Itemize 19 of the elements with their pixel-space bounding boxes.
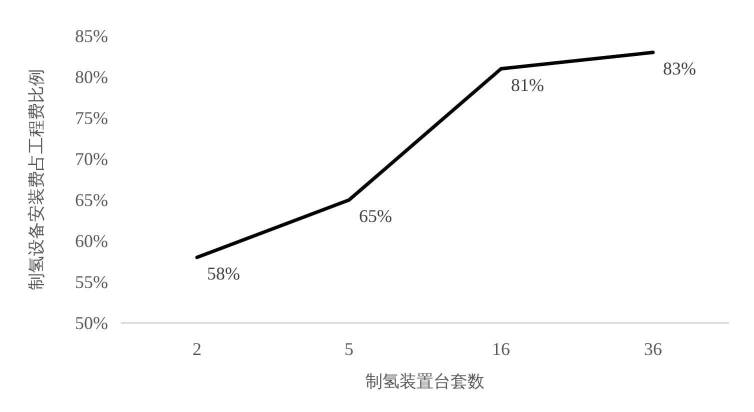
- y-tick-label: 60%: [75, 231, 108, 251]
- data-label: 58%: [207, 263, 240, 284]
- data-label: 65%: [359, 206, 392, 226]
- x-tick-label: 2: [192, 339, 202, 359]
- y-tick-label: 80%: [75, 67, 108, 87]
- x-tick-label: 5: [344, 339, 354, 359]
- y-tick-label: 85%: [75, 26, 108, 46]
- y-tick-label: 50%: [75, 313, 108, 333]
- y-tick-label: 55%: [75, 272, 108, 292]
- y-tick-label: 65%: [75, 190, 108, 210]
- x-tick-label: 36: [644, 339, 662, 359]
- y-tick-label: 70%: [75, 149, 108, 169]
- x-tick-label: 16: [492, 339, 510, 359]
- x-axis-title: 制氢装置台套数: [366, 372, 484, 392]
- data-label: 81%: [511, 74, 544, 95]
- y-axis-title: 制氢设备安装费占工程费比例: [27, 69, 47, 290]
- line-series: [195, 50, 655, 260]
- y-tick-label: 75%: [75, 108, 108, 128]
- data-label: 83%: [663, 58, 696, 78]
